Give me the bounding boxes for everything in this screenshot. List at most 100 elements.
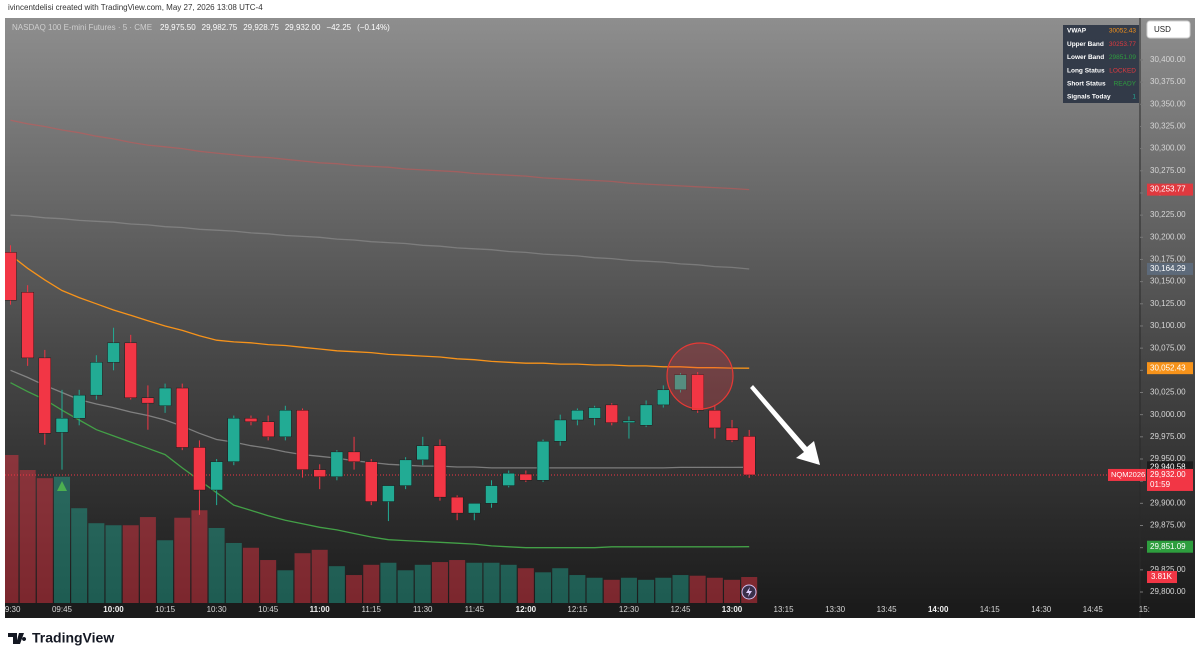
volume-bar <box>36 478 53 603</box>
x-tick-label: 13:00 <box>722 605 743 614</box>
legend-item: 29,982.75 <box>202 23 238 32</box>
candle-body <box>554 419 567 442</box>
table-label: VWAP <box>1067 28 1087 35</box>
candle-body <box>141 397 155 404</box>
x-tick-label: 12:00 <box>516 605 537 614</box>
volume-bar <box>311 549 328 603</box>
candle-body <box>365 461 378 502</box>
volume-bar <box>500 564 517 603</box>
table-value: 1 <box>1132 94 1136 101</box>
volume-bar <box>242 547 259 603</box>
candle-body <box>279 410 292 438</box>
indicator-line <box>10 214 750 270</box>
x-tick-label: 15: <box>1139 605 1150 614</box>
countdown: 01:59 <box>1150 480 1171 489</box>
table-label: Upper Band <box>1067 41 1104 48</box>
candle-body <box>708 410 722 429</box>
brand-logo <box>8 633 27 644</box>
currency-label: USD <box>1154 25 1171 34</box>
x-tick-label: 13:30 <box>825 605 846 614</box>
x-tick-label: 13:45 <box>877 605 898 614</box>
highlight-circle <box>666 342 734 410</box>
candle-body <box>313 469 326 477</box>
symbol-label: NQM2026 <box>1111 470 1145 479</box>
candle-body <box>176 387 189 448</box>
volume-bar <box>260 560 277 603</box>
candle-body <box>743 436 756 476</box>
volume-bar <box>586 577 603 603</box>
x-tick-label: 11:15 <box>362 605 382 614</box>
y-tick-label: 30,200.00 <box>1150 232 1186 241</box>
x-tick-label: 11:45 <box>465 605 485 614</box>
volume-bar <box>603 579 620 603</box>
volume-bar <box>191 510 208 603</box>
legend-item: −42.25 <box>326 23 351 32</box>
currency-button[interactable] <box>1146 20 1191 39</box>
volume-bar <box>397 570 414 603</box>
price-badges: 30,253.77 30,164.29 30,052.43 29,940.58 29,8… <box>1108 183 1193 584</box>
candle-body <box>399 459 412 486</box>
volume-bar <box>5 455 19 603</box>
volume-bar <box>139 517 156 603</box>
candle-body <box>158 387 172 406</box>
time-axis: 09:30 09:45 10:00 10:15 10:30 10:45 11:00 11:15… <box>5 605 1150 614</box>
price-badge-label: 30,253.77 <box>1150 185 1186 194</box>
candle-body <box>330 451 344 477</box>
candle-body <box>519 473 533 481</box>
volume-bar <box>689 575 706 603</box>
y-tick-label: 29,825.00 <box>1150 565 1186 574</box>
volume-bar <box>535 572 552 603</box>
y-tick-label: 30,125.00 <box>1150 299 1186 308</box>
table-value: 29851.09 <box>1109 54 1136 61</box>
y-tick-label: 30,175.00 <box>1150 255 1186 264</box>
x-tick-label: 14:45 <box>1083 605 1104 614</box>
table-value: 30253.77 <box>1109 41 1136 48</box>
volume-bar <box>122 525 139 603</box>
volume-bar <box>157 540 174 603</box>
candle-body <box>107 342 120 363</box>
x-tick-label: 10:30 <box>207 605 228 614</box>
candle-body <box>605 404 618 423</box>
table-label: Signals Today <box>1067 94 1111 101</box>
volume-bar <box>19 470 36 603</box>
candle-body <box>227 417 241 462</box>
candle-body <box>588 407 601 419</box>
volume-bar <box>208 527 225 603</box>
y-tick-label: 29,975.00 <box>1150 432 1186 441</box>
volume-bar <box>277 570 294 603</box>
candle-body <box>21 292 34 359</box>
y-tick-label: 29,950.00 <box>1150 454 1186 463</box>
price-badge-label: 30,052.43 <box>1150 363 1186 372</box>
candle-body <box>622 420 636 423</box>
y-tick-label: 30,325.00 <box>1150 122 1186 131</box>
volume-badge <box>1147 571 1177 584</box>
x-tick-label: 10:45 <box>258 605 279 614</box>
volume-bar <box>724 579 741 603</box>
volume-bar <box>328 566 345 603</box>
time-axis-background <box>5 603 1195 618</box>
price-badge <box>1147 540 1193 553</box>
volume-bar <box>431 562 448 603</box>
volume-bar <box>363 564 380 603</box>
indicator-table: VWAP 30052.43 Upper Band 30253.77 Lower Band… <box>1063 25 1139 103</box>
x-tick-label: 14:15 <box>980 605 1001 614</box>
overlays <box>5 119 1140 549</box>
candle-body <box>571 410 584 421</box>
candle-body <box>210 461 223 491</box>
down-arrow <box>750 385 820 465</box>
candle-body <box>450 496 464 514</box>
legend-item: 29,928.75 <box>243 23 279 32</box>
price-badge <box>1147 362 1193 375</box>
volume-bar <box>88 523 105 603</box>
table-rows: VWAP 30052.43 Upper Band 30253.77 Lower Band… <box>1067 28 1137 101</box>
annotations <box>57 342 820 600</box>
volume-bar <box>638 579 655 603</box>
indicator-line <box>10 254 750 369</box>
x-tick-label: 13:15 <box>774 605 795 614</box>
candle-body <box>347 451 361 462</box>
legend-item: NASDAQ 100 E-mini Futures · 5 · CME <box>12 23 152 32</box>
candle-body <box>433 445 447 498</box>
x-tick-label: 10:15 <box>155 605 176 614</box>
y-tick-label: 30,275.00 <box>1150 166 1186 175</box>
